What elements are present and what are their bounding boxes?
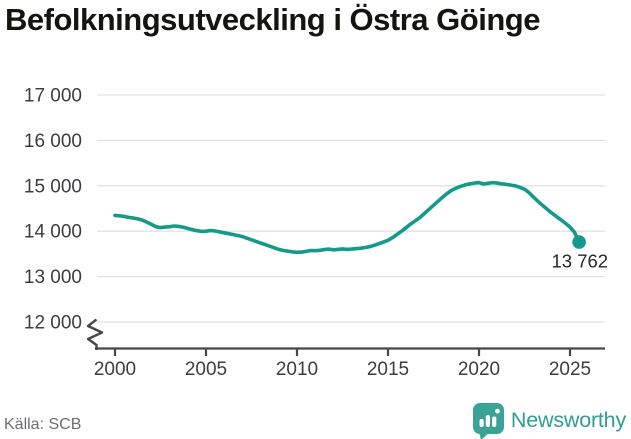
- x-axis-tick-label: 2025: [549, 359, 591, 380]
- x-axis-tick-label: 2005: [185, 359, 227, 380]
- y-axis-tick-label: 17 000: [24, 86, 82, 107]
- x-axis-tick-label: 2010: [276, 359, 318, 380]
- y-axis-tick-label: 13 000: [24, 267, 82, 288]
- y-axis-tick-label: 16 000: [24, 131, 82, 152]
- y-axis-break-icon: [86, 318, 104, 350]
- y-axis-tick-label: 12 000: [24, 313, 82, 334]
- y-axis-tick-label: 15 000: [24, 176, 82, 197]
- chart-title: Befolkningsutveckling i Östra Göinge: [5, 2, 540, 37]
- newsworthy-wordmark: Newsworthy: [510, 407, 626, 432]
- population-line-chart: 17 000 16 000 15 000 14 000 13 000 12 000 2000…: [24, 86, 609, 381]
- source-note: Källa: SCB: [4, 416, 82, 433]
- x-axis-tick-label: 2020: [458, 359, 500, 380]
- newsworthy-logo[interactable]: Newsworthy: [472, 403, 626, 439]
- end-value-label: 13 762: [552, 251, 609, 272]
- latest-value-point: [572, 235, 586, 249]
- x-axis-tick-label: 2000: [94, 359, 136, 380]
- x-axis-tick-label: 2015: [367, 359, 409, 380]
- population-series-line: [113, 180, 581, 255]
- newsworthy-bars-icon: [472, 403, 504, 439]
- y-axis-tick-label: 14 000: [24, 222, 82, 243]
